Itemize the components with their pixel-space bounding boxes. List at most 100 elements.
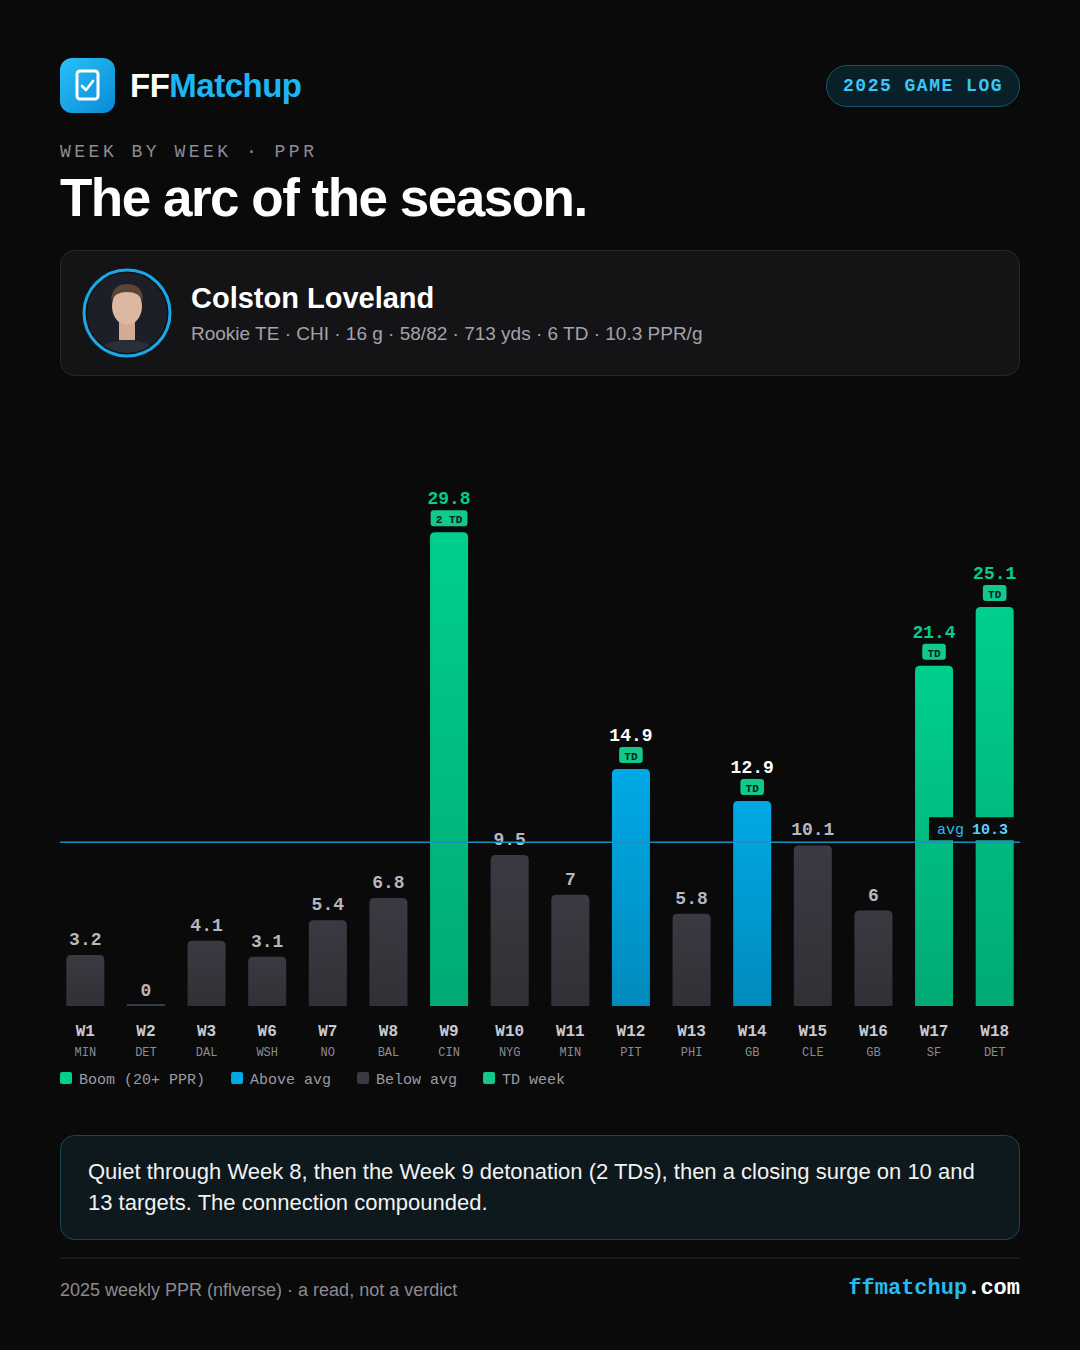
footer-site: ffmatchup.com [848, 1276, 1020, 1302]
data-label: 12.9 [731, 758, 774, 778]
x-tick-label: W2 [136, 1023, 155, 1041]
legend-swatch [60, 1072, 72, 1084]
data-label: 10.1 [791, 820, 834, 840]
x-tick-label: W18 [980, 1023, 1009, 1041]
bar-labels: 3.204.13.15.46.82 TD29.89.57TD14.95.8TD1… [69, 489, 1016, 1001]
player-card [61, 251, 1020, 376]
legend-label: Boom (20+ PPR) [79, 1072, 205, 1089]
bar [127, 1004, 165, 1006]
x-sub-label: PHI [681, 1046, 703, 1060]
reference-label-bg [929, 817, 1016, 840]
legend-label: Below avg [376, 1072, 457, 1089]
data-label: 3.2 [69, 930, 101, 950]
x-sub-label: GB [866, 1046, 880, 1060]
data-label: 7 [565, 870, 576, 890]
bar [248, 957, 286, 1006]
x-tick-label: W3 [197, 1023, 216, 1041]
player-stats: Rookie TE · CHI · 16 g · 58/82 · 713 yds… [191, 322, 702, 346]
x-tick-label: W14 [738, 1023, 767, 1041]
data-label: 29.8 [427, 489, 470, 509]
bar [976, 607, 1014, 1006]
caption-box [61, 1136, 1020, 1240]
data-label: 4.1 [190, 916, 223, 936]
data-label: 21.4 [912, 623, 955, 643]
data-label: 5.8 [675, 889, 707, 909]
reference-line [60, 841, 1020, 843]
x-tick-label: W7 [318, 1023, 337, 1041]
caption: Quiet through Week 8, then the Week 9 de… [88, 1156, 998, 1218]
footer-source: 2025 weekly PPR (nflverse) · a read, not… [60, 1279, 457, 1301]
td-badge [431, 510, 468, 526]
x-sub-label: GB [745, 1046, 759, 1060]
avatar-shoulders [93, 340, 161, 380]
logo [60, 58, 115, 113]
legend-swatch [231, 1072, 243, 1084]
x-sub-label: DET [135, 1046, 157, 1060]
x-sub-label: MIN [560, 1046, 582, 1060]
badge: 2025 GAME LOG [826, 65, 1020, 107]
bar [491, 855, 529, 1006]
x-tick-label: W9 [439, 1023, 458, 1041]
kicker: WEEK BY WEEK · PPR [60, 141, 317, 163]
bar [733, 801, 771, 1006]
x-sub-label: DAL [196, 1046, 218, 1060]
x-sub-label: MIN [75, 1046, 97, 1060]
td-badge [983, 585, 1007, 601]
td-badge-text: TD [624, 751, 638, 763]
reference-label-value: 10.3 [972, 822, 1008, 839]
reference-label-text: avg [937, 822, 964, 839]
x-sub-label: NYG [499, 1046, 521, 1060]
bar [369, 898, 407, 1006]
x-sub-label: BAL [378, 1046, 400, 1060]
td-badge [740, 779, 764, 795]
x-sub-label: NO [321, 1046, 335, 1060]
data-label: 14.9 [609, 726, 652, 746]
data-label: 0 [141, 981, 152, 1001]
x-tick-label: W11 [556, 1023, 585, 1041]
legend-label: Above avg [250, 1072, 331, 1089]
title: The arc of the season. [60, 167, 587, 229]
x-tick-label: W8 [379, 1023, 398, 1041]
bar [551, 895, 589, 1006]
player-name: Colston Loveland [191, 280, 434, 316]
avatar-hair [111, 284, 143, 301]
x-sub-label: WSH [256, 1046, 278, 1060]
x-tick-label: W12 [617, 1023, 646, 1041]
logo-icon [77, 71, 98, 99]
footer-site-suffix: .com [967, 1276, 1020, 1301]
bar [612, 769, 650, 1006]
data-label: 5.4 [312, 895, 345, 915]
x-sub-label: PIT [620, 1046, 642, 1060]
x-sub-label: CIN [438, 1046, 460, 1060]
data-label: 6 [868, 886, 879, 906]
bar [188, 941, 226, 1006]
bar [854, 911, 892, 1006]
x-tick-label: W13 [677, 1023, 706, 1041]
footer-rule [60, 1258, 1020, 1259]
bar [430, 532, 468, 1006]
legend-label: TD week [502, 1072, 565, 1089]
td-badge-text: TD [988, 589, 1002, 601]
bar [794, 845, 832, 1006]
x-tick-label: W17 [920, 1023, 949, 1041]
reference-label: avg 10.3 [937, 822, 1008, 839]
td-badge-text: 2 TD [436, 514, 463, 526]
x-tick-label: W16 [859, 1023, 888, 1041]
x-sub-label: SF [927, 1046, 941, 1060]
legend-swatch [357, 1072, 369, 1084]
x-sub-label: DET [984, 1046, 1006, 1060]
data-label: 25.1 [973, 564, 1016, 584]
bars [66, 532, 1013, 1006]
td-badge-text: TD [746, 783, 760, 795]
td-badge [922, 644, 946, 660]
data-label: 9.5 [493, 830, 525, 850]
avatar [87, 273, 167, 380]
bar [66, 955, 104, 1006]
x-sub-label: CLE [802, 1046, 824, 1060]
brand-prefix: FF [130, 67, 169, 104]
data-label: 3.1 [251, 932, 284, 952]
x-tick-label: W1 [76, 1023, 95, 1041]
legend-swatch [483, 1072, 495, 1084]
brand: FFMatchup [130, 66, 302, 106]
bar [673, 914, 711, 1006]
